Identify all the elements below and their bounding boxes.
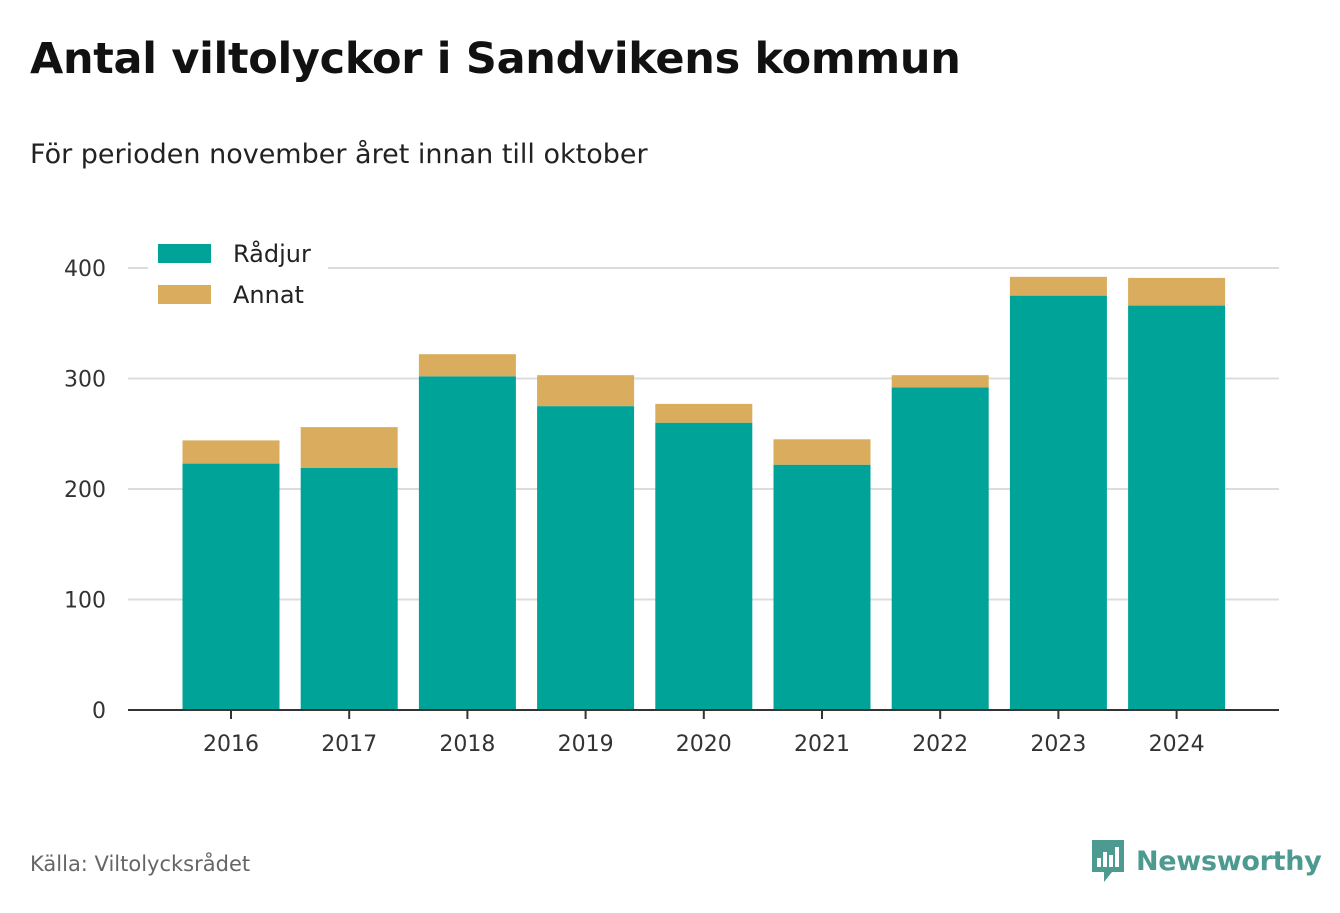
- bar-annat-2016: [182, 440, 280, 464]
- y-tick-label: 100: [64, 589, 106, 614]
- y-axis-ticks: 0 100 200 300 400: [64, 257, 106, 724]
- x-tick-label: 2023: [1030, 732, 1086, 757]
- bar-radjur-2016: [182, 463, 280, 710]
- brand-logo: Newsworthy: [1090, 838, 1322, 884]
- bar-annat-2021: [773, 439, 871, 465]
- x-tick-label: 2018: [439, 732, 495, 757]
- y-tick-label: 300: [64, 368, 106, 393]
- bar-radjur-2024: [1128, 305, 1226, 710]
- legend-swatch: [158, 244, 211, 263]
- bar-radjur-2020: [655, 422, 753, 710]
- x-axis-ticks: 2016 2017 2018 2019 2020 2021 2022 2023 2024: [203, 710, 1205, 757]
- y-tick-label: 400: [64, 257, 106, 282]
- bar-annat-2018: [418, 354, 516, 377]
- bar-radjur-2018: [418, 376, 516, 710]
- chart-title: Antal viltolyckor i Sandvikens kommun: [30, 34, 961, 84]
- bar-annat-2023: [1009, 276, 1107, 296]
- x-tick-label: 2017: [321, 732, 377, 757]
- bar-annat-2017: [300, 427, 398, 469]
- x-tick-label: 2019: [558, 732, 614, 757]
- bar-radjur-2023: [1009, 295, 1107, 710]
- bar-radjur-2017: [300, 468, 398, 710]
- x-tick-label: 2016: [203, 732, 259, 757]
- legend-label: Annat: [233, 281, 304, 309]
- bar-radjur-2019: [537, 406, 635, 710]
- chart-subtitle: För perioden november året innan till ok…: [30, 139, 648, 170]
- legend-label: Rådjur: [233, 239, 311, 268]
- legend: Rådjur Annat: [148, 234, 328, 322]
- x-tick-label: 2024: [1149, 732, 1205, 757]
- x-tick-label: 2020: [676, 732, 732, 757]
- bar-radjur-2021: [773, 464, 871, 710]
- x-tick-label: 2021: [794, 732, 850, 757]
- bar-annat-2020: [655, 403, 753, 423]
- bars: [182, 276, 1226, 710]
- brand-name: Newsworthy: [1136, 845, 1322, 877]
- bar-annat-2022: [891, 375, 989, 388]
- source-note: Källa: Viltolycksrådet: [30, 852, 251, 876]
- bar-annat-2024: [1128, 277, 1226, 306]
- legend-swatch: [158, 285, 211, 304]
- newsworthy-logo-icon: [1092, 840, 1124, 882]
- y-tick-label: 0: [92, 699, 106, 724]
- y-tick-label: 200: [64, 478, 106, 503]
- bar-radjur-2022: [891, 387, 989, 710]
- x-tick-label: 2022: [912, 732, 968, 757]
- bar-annat-2019: [537, 375, 635, 407]
